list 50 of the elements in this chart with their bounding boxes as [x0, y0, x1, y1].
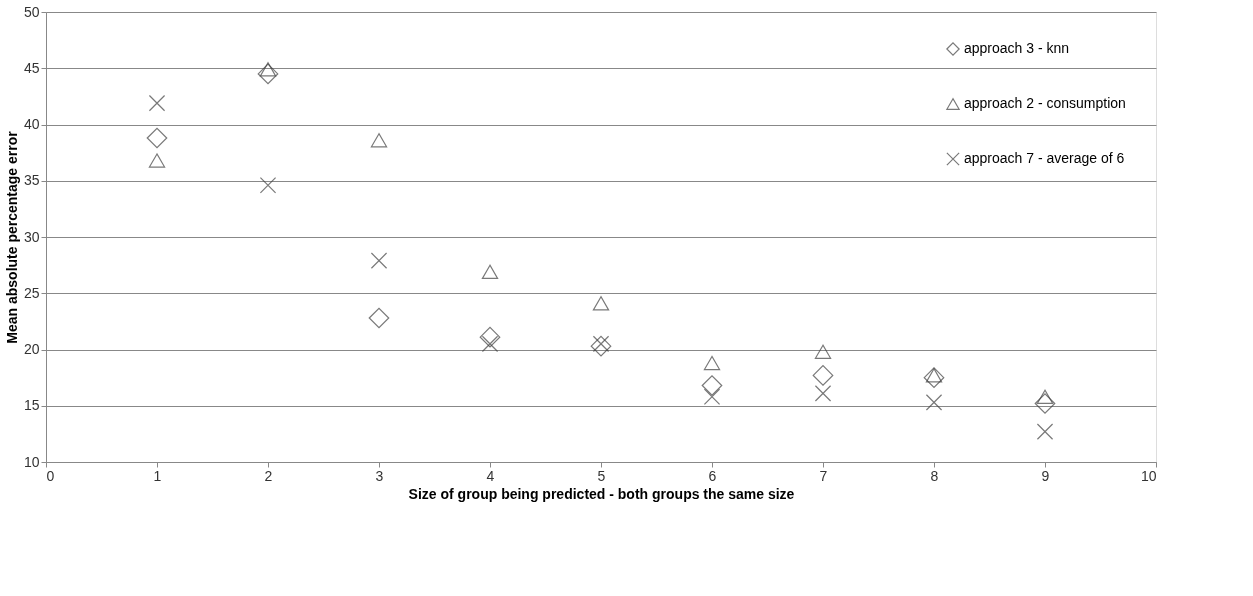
point — [368, 307, 390, 329]
legend-label: approach 7 - average of 6 — [964, 150, 1125, 166]
point — [370, 252, 388, 269]
point — [701, 375, 723, 396]
y-tick-label: 25 — [23, 284, 40, 301]
x-tick-label: 9 — [1041, 467, 1050, 484]
point — [481, 335, 499, 353]
point — [481, 264, 499, 280]
x-tick-label: 5 — [597, 467, 606, 484]
x-tick-label: 10 — [1140, 467, 1157, 484]
x-axis-title: Size of group being predicted - both groups the same size — [408, 485, 795, 502]
x-tick-label: 2 — [264, 467, 273, 484]
y-tick-label: 30 — [23, 228, 40, 245]
y-tick-label: 10 — [23, 453, 40, 470]
point — [479, 326, 501, 348]
point — [146, 127, 168, 149]
point — [148, 153, 166, 168]
x-tick-label: 6 — [708, 467, 717, 484]
point — [925, 368, 943, 383]
point — [703, 388, 721, 405]
point — [370, 133, 388, 148]
point — [592, 296, 610, 311]
x-tick-label: 4 — [486, 467, 495, 484]
point — [814, 385, 832, 402]
point — [703, 355, 721, 371]
y-tick-label: 45 — [23, 59, 40, 76]
y-tick-label: 40 — [23, 116, 40, 132]
point — [148, 94, 166, 112]
point — [257, 63, 279, 85]
point — [814, 344, 832, 359]
point — [1036, 423, 1054, 440]
point — [259, 62, 277, 77]
point — [923, 367, 945, 388]
x-tick-label: 1 — [153, 467, 162, 484]
x-tick-label: 8 — [930, 467, 939, 484]
y-tick-label: 20 — [23, 341, 40, 357]
y-axis-title: Mean absolute percentage error — [3, 130, 20, 344]
x-tick-label: 0 — [46, 467, 55, 484]
point — [259, 177, 277, 194]
x-tick-label: 7 — [819, 467, 828, 484]
point — [925, 394, 943, 411]
y-tick-label: 50 — [23, 3, 40, 20]
y-tick-label: 35 — [23, 172, 40, 189]
point — [1036, 389, 1054, 404]
legend-label: approach 3 - knn — [964, 40, 1070, 56]
y-tick-label: 15 — [23, 397, 40, 414]
point — [1034, 393, 1056, 414]
x-tick-label: 3 — [375, 467, 384, 484]
point — [812, 365, 834, 386]
legend-label: approach 2 - consumption — [964, 95, 1126, 111]
